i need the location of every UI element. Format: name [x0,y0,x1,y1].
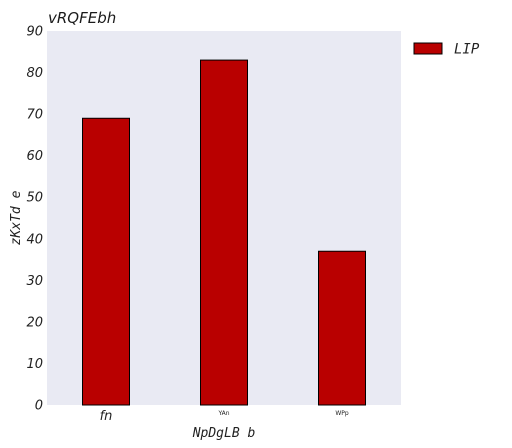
bars [82,59,366,406]
bar-wpp [318,250,366,406]
y-tick-label: 40 [26,232,43,247]
x-axis-ticks: fn YAn WPp [100,409,349,424]
bar-fn [82,117,130,406]
bar-yan [200,59,248,406]
legend-swatch [413,42,443,55]
chart-title: vRQFEbh [48,9,116,27]
y-tick-label: 30 [26,274,43,289]
x-axis-label: NpDgLB b [192,426,256,441]
y-tick-label: 70 [26,108,43,123]
x-tick-label: YAn [217,410,229,417]
y-tick-label: 60 [26,149,43,164]
y-tick-label: 80 [26,66,43,81]
y-tick-label: 10 [26,357,43,372]
y-tick-label: 50 [26,191,43,206]
y-axis-label: zKxTd e [9,190,24,245]
legend: LIP [413,42,480,58]
y-axis-ticks: 0 10 20 30 40 50 60 70 80 90 [26,25,43,414]
legend-label: LIP [454,42,480,58]
y-tick-label: 0 [35,399,43,414]
x-tick-label: WPp [335,410,349,417]
y-tick-label: 20 [26,315,43,330]
x-tick-label: fn [100,409,113,424]
y-tick-label: 90 [26,25,43,40]
